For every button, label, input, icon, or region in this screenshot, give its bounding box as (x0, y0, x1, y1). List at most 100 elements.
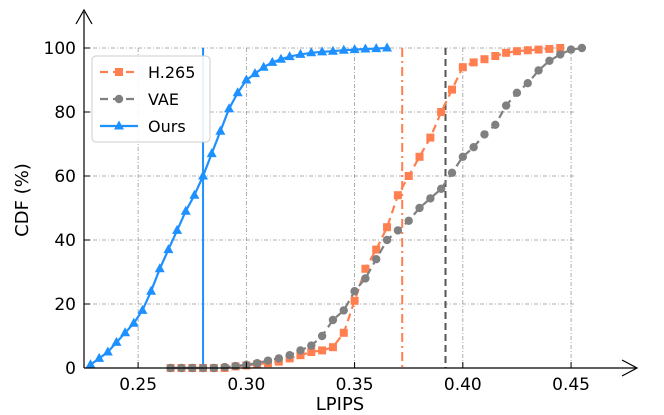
data-point-ours (258, 61, 269, 71)
data-point-ours (224, 103, 235, 113)
data-point-ours (102, 346, 113, 356)
data-point-vae (252, 359, 262, 368)
series-vae (166, 43, 587, 373)
x-tick-label: 0.30 (227, 375, 265, 395)
data-point-h-265 (480, 55, 489, 64)
data-point-h-265 (534, 45, 543, 54)
legend: H.265 VAE Ours (91, 55, 211, 143)
legend-marker-ours (114, 120, 124, 130)
data-point-vae (566, 45, 576, 54)
y-tick-label: 20 (54, 295, 76, 315)
data-point-h-265 (404, 172, 413, 180)
data-point-ours (232, 87, 243, 97)
data-point-ours (338, 44, 349, 54)
y-axis-arrow (75, 8, 93, 25)
data-point-h-265 (512, 47, 521, 56)
legend-box (91, 55, 211, 143)
data-point-vae (350, 287, 359, 296)
data-point-h-265 (350, 296, 359, 305)
data-point-vae (415, 203, 424, 213)
data-point-vae (469, 143, 478, 152)
data-point-ours (146, 285, 157, 295)
data-point-ours (198, 170, 209, 180)
data-point-h-265 (296, 351, 305, 360)
data-point-h-265 (383, 223, 392, 232)
series-h-265 (166, 44, 565, 372)
y-tick-label: 100 (44, 39, 76, 59)
series-layer (85, 42, 587, 373)
data-point-ours (189, 189, 200, 199)
data-point-vae (523, 79, 532, 88)
data-point-vae (231, 361, 240, 371)
data-point-h-265 (339, 328, 348, 337)
data-point-h-265 (328, 343, 337, 352)
data-point-vae (328, 315, 338, 325)
x-axis-label: LPIPS (316, 394, 364, 415)
data-point-h-265 (393, 191, 402, 200)
series-ours (85, 42, 393, 369)
data-point-h-265 (458, 63, 467, 72)
legend-marker-vae (114, 94, 124, 104)
data-point-ours (172, 224, 183, 234)
axes (75, 8, 639, 377)
data-point-vae (372, 255, 381, 264)
data-point-h-265 (372, 245, 381, 254)
data-point-h-265 (469, 58, 478, 67)
data-point-ours (215, 125, 226, 135)
x-tick-label: 0.45 (552, 375, 590, 395)
data-point-vae (534, 66, 543, 75)
data-point-vae (545, 56, 554, 65)
data-point-vae (274, 354, 284, 363)
data-point-vae (491, 120, 500, 129)
data-point-vae (501, 101, 511, 110)
data-point-vae (263, 356, 273, 365)
data-point-ours (360, 43, 371, 53)
y-tick-label: 40 (54, 231, 76, 251)
data-point-vae (361, 274, 370, 283)
data-point-ours (154, 263, 165, 273)
data-point-h-265 (545, 44, 554, 53)
legend-marker-h-265 (115, 68, 123, 76)
data-point-ours (284, 51, 295, 61)
data-point-ours (349, 44, 360, 54)
data-point-vae (307, 341, 316, 350)
data-point-vae (296, 346, 305, 355)
data-point-ours (317, 46, 328, 56)
data-point-h-265 (307, 348, 316, 356)
tick-labels: 0 20 40 60 80 100 0.25 0.30 0.35 0.40 0.45 (44, 39, 590, 395)
x-tick-label: 0.40 (444, 375, 482, 395)
series-line-vae (170, 46, 583, 370)
data-point-ours (371, 43, 382, 53)
legend-label-ours: Ours (148, 117, 186, 136)
data-point-vae (426, 194, 435, 203)
data-point-ours (94, 352, 105, 362)
data-point-ours (382, 42, 393, 52)
data-point-ours (206, 148, 217, 158)
data-point-h-265 (415, 152, 424, 161)
data-point-vae (404, 216, 413, 225)
data-point-ours (250, 68, 261, 78)
data-point-ours (85, 359, 96, 369)
data-point-vae (480, 130, 489, 139)
data-point-h-265 (437, 108, 446, 116)
x-tick-label: 0.35 (336, 375, 374, 395)
data-point-ours (128, 317, 139, 327)
data-point-h-265 (448, 85, 456, 94)
data-point-h-265 (556, 44, 565, 52)
data-point-vae (447, 168, 457, 177)
data-point-h-265 (361, 264, 370, 273)
data-point-vae (285, 351, 294, 360)
data-point-vae (339, 306, 348, 315)
x-tick-label: 0.25 (119, 375, 157, 395)
data-point-vae (436, 184, 446, 193)
data-point-ours (327, 45, 338, 55)
y-tick-label: 0 (65, 359, 76, 379)
data-point-ours (180, 205, 191, 215)
series-line-h-265 (170, 46, 561, 370)
data-point-vae (382, 235, 392, 245)
data-point-vae (220, 362, 229, 372)
data-point-ours (111, 336, 122, 346)
y-tick-label: 60 (54, 167, 76, 187)
data-point-h-265 (491, 52, 500, 60)
data-point-ours (120, 327, 131, 337)
